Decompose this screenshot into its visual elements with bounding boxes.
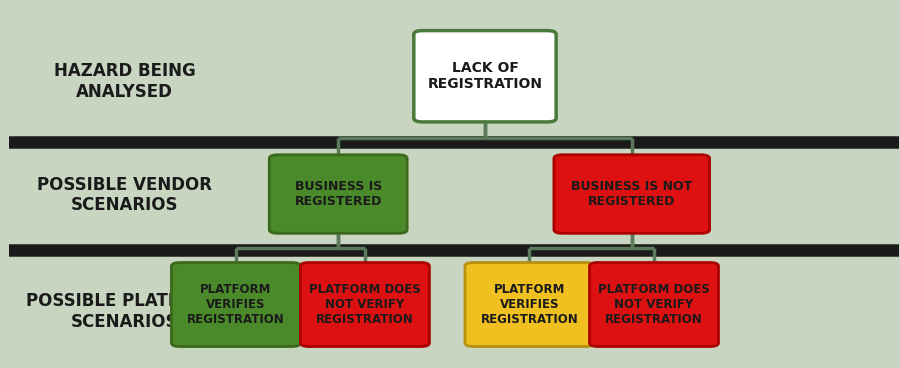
FancyBboxPatch shape bbox=[301, 262, 429, 347]
FancyBboxPatch shape bbox=[590, 262, 718, 347]
Text: PLATFORM DOES
NOT VERIFY
REGISTRATION: PLATFORM DOES NOT VERIFY REGISTRATION bbox=[598, 283, 710, 326]
FancyBboxPatch shape bbox=[171, 262, 301, 347]
Text: BUSINESS IS
REGISTERED: BUSINESS IS REGISTERED bbox=[294, 180, 382, 208]
FancyBboxPatch shape bbox=[465, 262, 594, 347]
Text: POSSIBLE PLATFORM
SCENARIOS: POSSIBLE PLATFORM SCENARIOS bbox=[26, 293, 223, 331]
FancyBboxPatch shape bbox=[414, 31, 556, 122]
Text: LACK OF
REGISTRATION: LACK OF REGISTRATION bbox=[428, 61, 543, 91]
FancyBboxPatch shape bbox=[269, 155, 407, 233]
Text: POSSIBLE VENDOR
SCENARIOS: POSSIBLE VENDOR SCENARIOS bbox=[37, 176, 212, 214]
Text: HAZARD BEING
ANALYSED: HAZARD BEING ANALYSED bbox=[54, 62, 195, 101]
Text: PLATFORM
VERIFIES
REGISTRATION: PLATFORM VERIFIES REGISTRATION bbox=[481, 283, 579, 326]
FancyBboxPatch shape bbox=[554, 155, 709, 233]
Text: PLATFORM
VERIFIES
REGISTRATION: PLATFORM VERIFIES REGISTRATION bbox=[187, 283, 284, 326]
Text: PLATFORM DOES
NOT VERIFY
REGISTRATION: PLATFORM DOES NOT VERIFY REGISTRATION bbox=[309, 283, 421, 326]
Text: BUSINESS IS NOT
REGISTERED: BUSINESS IS NOT REGISTERED bbox=[572, 180, 692, 208]
